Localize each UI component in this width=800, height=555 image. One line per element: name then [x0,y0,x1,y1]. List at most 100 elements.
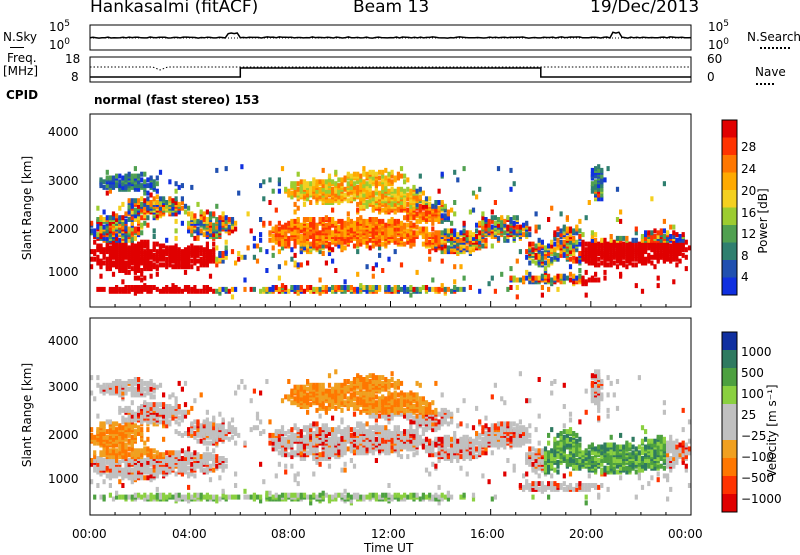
velocity-cell [131,400,134,405]
power-cell [387,257,390,262]
velocity-cell [115,379,118,384]
power-cell [682,253,685,258]
power-cell [328,242,331,247]
power-cell [209,211,212,216]
power-cell [196,219,199,224]
velocity-cell [347,425,350,430]
power-cell [366,219,369,224]
velocity-cell [237,385,240,390]
velocity-cell [278,495,281,500]
velocity-cell [256,425,259,430]
velocity-cell [196,439,199,444]
power-cell [506,287,509,292]
velocity-cell [175,450,178,455]
power-cell [535,211,538,216]
power-cell [140,268,143,273]
power-cell [156,200,159,205]
power-cell [300,223,303,228]
velocity-cell [153,383,156,388]
velocity-cell [268,433,271,438]
power-cell [491,225,494,230]
velocity-cell [272,495,275,500]
power-cell [259,289,262,294]
power-cell [672,225,675,230]
velocity-cell [215,495,218,500]
power-cell [112,211,115,216]
velocity-cell [128,452,131,457]
velocity-cell [287,435,290,440]
power-cell [419,174,422,179]
power-cell [366,181,369,186]
velocity-cell [228,421,231,426]
power-cell [625,236,628,241]
power-cell [500,272,503,277]
power-cell [168,245,171,250]
power-cell [156,264,159,269]
power-cell [412,185,415,190]
power-cell [547,287,550,292]
velocity-cell [134,377,137,382]
velocity-cell [340,468,343,473]
power-cell [140,202,143,207]
power-cell [128,198,131,203]
power-cell [328,287,331,292]
power-cell [544,266,547,271]
power-cell [591,181,594,186]
power-cell [337,225,340,230]
velocity-cell [287,429,290,434]
power-cell [240,255,243,260]
power-cell [538,276,541,281]
velocity-cell [328,427,331,432]
velocity-cell [253,493,256,498]
power-cell [494,289,497,294]
power-cell [366,172,369,177]
power-cell [262,287,265,292]
velocity-cell [297,493,300,498]
power-cell [372,266,375,271]
velocity-cell [315,408,318,413]
power-cell [234,221,237,226]
power-cell [572,274,575,279]
power-cell [243,255,246,260]
power-cell [610,234,613,239]
power-cell [406,177,409,182]
power-cell [190,287,193,292]
power-cell [115,213,118,218]
velocity-cell [193,425,196,430]
power-cell [272,227,275,232]
power-cell [422,200,425,205]
velocity-cell [187,493,190,498]
velocity-cell [319,427,322,432]
velocity-cell [209,441,212,446]
velocity-cell [175,493,178,498]
power-cell [209,274,212,279]
power-cell [347,217,350,222]
power-cell [594,238,597,243]
power-cell [616,187,619,192]
velocity-cell [96,483,99,488]
power-cell [222,287,225,292]
power-cell [657,230,660,235]
power-cell [619,272,622,277]
power-cell [331,217,334,222]
power-cell [156,189,159,194]
power-cell [387,285,390,290]
power-cell [309,285,312,290]
velocity-cell [196,452,199,457]
power-cell [453,211,456,216]
power-cell [675,232,678,237]
power-cell [481,244,484,249]
power-cell [315,287,318,292]
power-cell [394,285,397,290]
power-cell [356,272,359,277]
power-cell [422,242,425,247]
power-cell [366,285,369,290]
power-cell [350,196,353,201]
velocity-cell [146,427,149,432]
velocity-cell [250,427,253,432]
power-cell [378,191,381,196]
velocity-cell [290,389,293,394]
power-cell [109,287,112,292]
velocity-cell [106,473,109,478]
power-cell [391,287,394,292]
